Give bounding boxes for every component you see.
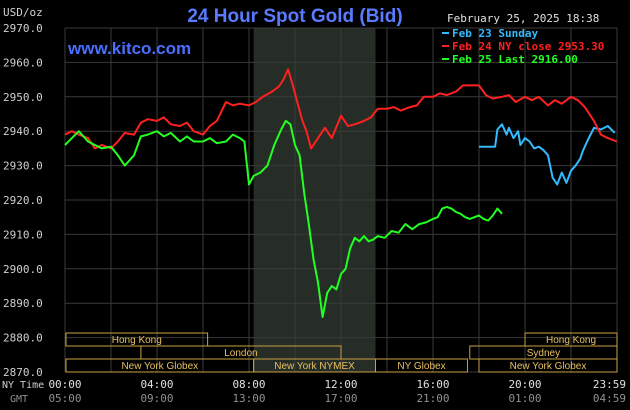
- market-sessions: Hong Kong Hong Kong London Sydney New York G…: [65, 332, 618, 373]
- y-tick-label: 2920.0: [3, 194, 43, 207]
- x-tick-label-gmt: 17:00: [324, 392, 357, 405]
- series-line-2: [64, 119, 503, 318]
- legend-label-feb25: Feb 25 Last 2916.00: [452, 53, 578, 66]
- y-tick-label: 2960.0: [3, 56, 43, 69]
- x-tick-label-gmt: 05:00: [48, 392, 81, 405]
- x-tick-label-gmt: 04:59: [593, 392, 626, 405]
- y-tick-label: 2940.0: [3, 125, 43, 138]
- session-label: Sydney: [527, 348, 560, 359]
- y-axis-tick-labels: 2970.0 2960.0 2950.0 2940.0 2930.0 2920.0 2910…: [3, 22, 43, 379]
- x-row-label-ny: NY Time: [2, 380, 44, 391]
- site-url: www.kitco.com: [67, 39, 191, 58]
- session-label: Hong Kong: [112, 335, 162, 346]
- x-tick-label-gmt: 21:00: [416, 392, 449, 405]
- x-axis-tick-labels: 00:00 04:00 08:00 12:00 16:00 20:00 23:59 05:00…: [48, 378, 626, 405]
- y-tick-label: 2970.0: [3, 22, 43, 35]
- unit-label: USD/oz: [3, 6, 43, 19]
- timestamp: February 25, 2025 18:38: [447, 12, 599, 25]
- x-tick-label-ny: 00:00: [48, 378, 81, 391]
- x-tick-label-ny: 16:00: [416, 378, 449, 391]
- price-series: [64, 68, 618, 318]
- y-tick-label: 2870.0: [3, 366, 43, 379]
- y-tick-label: 2880.0: [3, 332, 43, 345]
- y-tick-label: 2930.0: [3, 160, 43, 173]
- legend-label-feb23: Feb 23 Sunday: [452, 27, 538, 40]
- legend-label-feb24: Feb 24 NY close 2953.30: [452, 40, 604, 53]
- chart-title: 24 Hour Spot Gold (Bid): [187, 6, 402, 27]
- session-box: [375, 358, 468, 373]
- x-tick-label-gmt: 01:00: [508, 392, 541, 405]
- session-label: New York NYMEX: [274, 361, 355, 372]
- y-tick-label: 2910.0: [3, 228, 43, 241]
- x-tick-label-ny: 12:00: [324, 378, 357, 391]
- session-box: [478, 358, 618, 373]
- x-tick-label-ny: 08:00: [232, 378, 265, 391]
- x-tick-label-gmt: 09:00: [140, 392, 173, 405]
- session-label: Hong Kong: [546, 335, 596, 346]
- x-tick-label-gmt: 13:00: [232, 392, 265, 405]
- series-line-1: [64, 68, 618, 150]
- y-tick-label: 2900.0: [3, 263, 43, 276]
- session-label: NY Globex: [397, 361, 445, 372]
- session-label: London: [224, 348, 257, 359]
- series-line-0: [479, 123, 616, 186]
- y-tick-label: 2950.0: [3, 91, 43, 104]
- x-tick-label-ny: 20:00: [508, 378, 541, 391]
- session-box: [65, 332, 209, 347]
- x-tick-label-ny: 04:00: [140, 378, 173, 391]
- y-tick-label: 2890.0: [3, 297, 43, 310]
- session-label: New York Globex: [121, 361, 198, 372]
- legend: Feb 23 Sunday Feb 24 NY close 2953.30 Fe…: [442, 27, 604, 66]
- session-label: New York Globex: [510, 361, 587, 372]
- gridlines: [64, 27, 618, 373]
- x-row-label-gmt: GMT: [10, 394, 28, 405]
- x-tick-label-ny: 23:59: [593, 378, 626, 391]
